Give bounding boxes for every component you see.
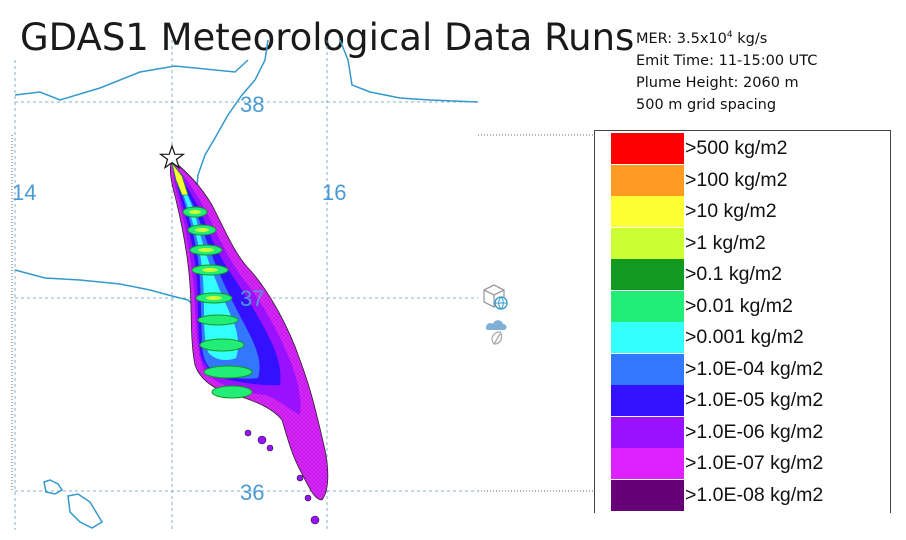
legend-swatch <box>611 416 684 448</box>
legend-swatch <box>611 448 684 479</box>
legend-label: >0.01 kg/m2 <box>685 294 793 317</box>
plume-source <box>171 162 189 196</box>
legend-label: >10 kg/m2 <box>685 200 777 222</box>
lon-label-14: 14 <box>12 180 36 205</box>
legend-item: >100 kg/m2 <box>611 164 886 197</box>
legend-swatch <box>611 227 684 259</box>
lon-label-16: 16 <box>322 180 346 205</box>
legend-swatch <box>611 196 684 227</box>
legend-item: >10 kg/m2 <box>611 196 886 228</box>
legend-label: >1.0E-05 kg/m2 <box>685 389 824 411</box>
legend-label: >1.0E-06 kg/m2 <box>685 420 824 443</box>
vent-star-icon <box>158 144 186 170</box>
legend-swatch <box>611 164 684 196</box>
plume-height: Plume Height: 2060 m <box>636 74 799 91</box>
legend-item: >500 kg/m2 <box>611 133 886 165</box>
legend: >500 kg/m2 >100 kg/m2 >10 kg/m2 >1 kg/m2 >0.… <box>594 130 891 513</box>
legend-label: >500 kg/m2 <box>685 137 788 159</box>
plume-bands-inner <box>189 210 222 300</box>
lat-label-38: 38 <box>240 92 264 117</box>
plume-fragments <box>244 429 320 525</box>
legend-label: >0.001 kg/m2 <box>685 326 804 348</box>
run-info: MER: 3.5x104 kg/s Emit Time: 11-15:00 UT… <box>636 24 817 116</box>
legend-item: >1 kg/m2 <box>611 227 886 260</box>
lat-label-36: 36 <box>240 480 264 505</box>
grid-spacing: 500 m grid spacing <box>636 96 777 113</box>
legend-swatch <box>611 259 684 290</box>
legend-swatch <box>611 479 684 511</box>
legend-item: >1.0E-05 kg/m2 <box>611 385 886 417</box>
page-title: GDAS1 Meteorological Data Runs <box>20 16 635 59</box>
ash-plume <box>169 159 329 525</box>
legend-item: >1.0E-04 kg/m2 <box>611 353 886 386</box>
legend-item: >0.01 kg/m2 <box>611 290 886 323</box>
mer-line: MER: 3.5x104 kg/s <box>636 30 768 47</box>
coastlines <box>14 39 479 529</box>
cube-globe-icon[interactable] <box>480 282 512 312</box>
legend-item: >1.0E-06 kg/m2 <box>611 416 886 449</box>
legend-swatch <box>611 133 684 164</box>
legend-swatch <box>611 353 684 385</box>
emit-time: Emit Time: 11-15:00 UTC <box>636 52 818 69</box>
legend-item: >1.0E-08 kg/m2 <box>611 479 886 512</box>
legend-item: >0.1 kg/m2 <box>611 259 886 291</box>
legend-label: >0.1 kg/m2 <box>685 263 783 285</box>
legend-label: >1.0E-04 kg/m2 <box>685 357 824 380</box>
legend-item: >1.0E-07 kg/m2 <box>611 448 886 480</box>
legend-swatch <box>611 290 684 322</box>
legend-label: >1 kg/m2 <box>685 231 766 254</box>
legend-label: >1.0E-07 kg/m2 <box>685 452 824 474</box>
legend-label: >1.0E-08 kg/m2 <box>685 483 824 506</box>
cloud-leaf-icon[interactable] <box>480 312 512 346</box>
lat-label-37: 37 <box>240 286 264 311</box>
legend-swatch <box>611 322 684 353</box>
legend-swatch <box>611 385 684 416</box>
frame-lines <box>11 134 594 492</box>
map-grid <box>14 40 478 530</box>
legend-label: >100 kg/m2 <box>685 168 788 191</box>
legend-item: >0.001 kg/m2 <box>611 322 886 354</box>
